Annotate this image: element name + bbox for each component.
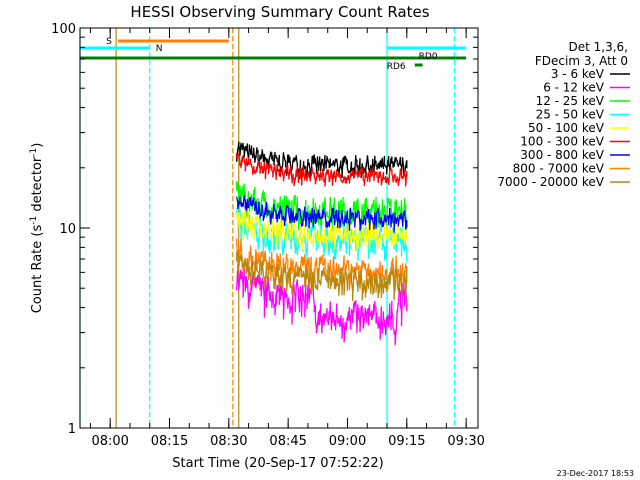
x-tick-label: 08:15 bbox=[151, 434, 188, 449]
x-tick-label: 09:30 bbox=[447, 434, 484, 449]
series-trace-8 bbox=[236, 249, 408, 302]
plot-area: S N RD0 RD6 1 10 100 08:00 08:15 08:30 08:45 09:00 0… bbox=[51, 22, 485, 449]
flag-label-3: RD0 bbox=[419, 52, 438, 62]
y-axis-label-sup: -1 bbox=[29, 216, 39, 225]
legend-label-0: 3 - 6 keV bbox=[551, 67, 605, 81]
x-axis-label: Start Time (20-Sep-17 07:52:22) bbox=[172, 456, 383, 471]
x-tick-label: 08:30 bbox=[210, 434, 247, 449]
series-trace-1 bbox=[236, 263, 408, 346]
legend-label-4: 50 - 100 keV bbox=[528, 121, 605, 135]
series-trace-6 bbox=[236, 194, 408, 233]
y-tick-label: 100 bbox=[51, 22, 76, 37]
plot-frame bbox=[79, 27, 479, 429]
legend-label-8: 7000 - 20000 keV bbox=[497, 175, 604, 189]
legend-label-5: 100 - 300 keV bbox=[520, 135, 604, 149]
x-tick-label: 09:00 bbox=[329, 434, 366, 449]
legend-header-line2: FDecim 3, Att 0 bbox=[535, 54, 628, 68]
series-trace-5 bbox=[236, 153, 408, 187]
x-tick-label: 09:15 bbox=[388, 434, 425, 449]
series-trace-7 bbox=[236, 238, 408, 292]
y-tick-label: 10 bbox=[59, 222, 76, 237]
legend-label-2: 12 - 25 keV bbox=[536, 94, 605, 108]
flag-label-4: RD6 bbox=[387, 62, 406, 72]
series-trace-4 bbox=[236, 209, 408, 252]
legend-label-1: 6 - 12 keV bbox=[543, 81, 605, 95]
chart-title: HESSI Observing Summary Count Rates bbox=[130, 3, 429, 21]
flag-label-0: S bbox=[106, 37, 112, 47]
y-tick-label: 1 bbox=[68, 422, 76, 437]
flag-label-1: N bbox=[156, 44, 163, 54]
footer-timestamp: 23-Dec-2017 18:53 bbox=[557, 469, 634, 478]
legend-label-7: 800 - 7000 keV bbox=[513, 162, 605, 176]
legend-header-line1: Det 1,3,6, bbox=[569, 40, 629, 54]
series-trace-0 bbox=[236, 141, 408, 180]
legend-label-3: 25 - 50 keV bbox=[536, 108, 605, 122]
x-tick-label: 08:45 bbox=[269, 434, 306, 449]
legend-label-6: 300 - 800 keV bbox=[520, 148, 604, 162]
y-axis-label: Count Rate (s-1 detector-1) bbox=[29, 143, 45, 314]
x-tick-label: 08:00 bbox=[91, 434, 128, 449]
